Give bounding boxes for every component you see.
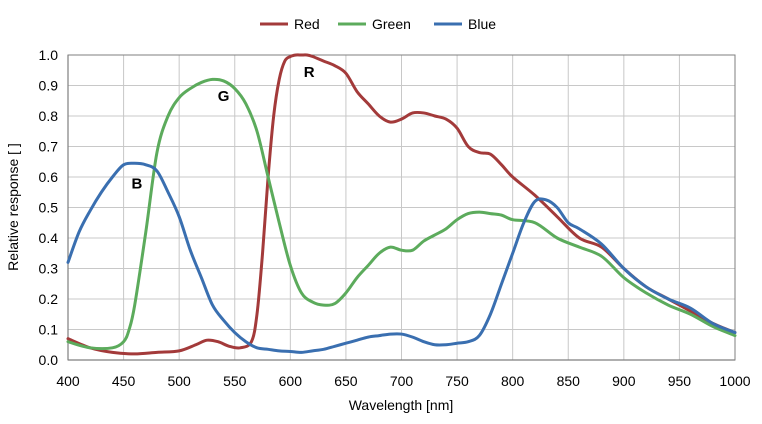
x-tick-label: 850 (557, 373, 581, 389)
x-tick-label: 800 (501, 373, 525, 389)
y-tick-label: 0.4 (39, 230, 59, 246)
legend-label-green: Green (372, 16, 411, 32)
y-axis-title: Relative response [ ] (5, 143, 21, 271)
y-tick-label: 0.3 (39, 261, 59, 277)
series-line-green (66, 77, 737, 351)
x-tick-label: 950 (668, 373, 692, 389)
annotation-label-r: R (304, 64, 315, 81)
axes (67, 54, 736, 361)
y-tick-label: 1.0 (39, 47, 59, 63)
x-axis-title: Wavelength [nm] (349, 397, 454, 413)
y-tick-label: 0.2 (39, 291, 59, 307)
x-tick-label: 1000 (719, 373, 750, 389)
x-tick-label: 400 (56, 373, 80, 389)
x-tick-label: 650 (334, 373, 358, 389)
x-tick-label: 600 (279, 373, 303, 389)
annotation-label-b: B (132, 176, 143, 193)
legend: Red Green Blue (260, 16, 496, 32)
y-tick-label: 0.6 (39, 169, 59, 185)
x-tick-label: 450 (112, 373, 136, 389)
grid (67, 54, 736, 361)
annotation-label-g: G (218, 88, 230, 105)
x-tick-label: 700 (390, 373, 414, 389)
legend-label-blue: Blue (468, 16, 496, 32)
x-tick-label: 500 (167, 373, 191, 389)
x-tick-label: 900 (612, 373, 636, 389)
y-tick-label: 0.9 (39, 78, 59, 94)
series-lines (66, 53, 737, 356)
x-tick-label: 550 (223, 373, 247, 389)
y-tick-label: 0.8 (39, 108, 59, 124)
series-line-red (66, 53, 737, 356)
y-tick-label: 0.0 (39, 352, 59, 368)
series-line-blue (66, 161, 737, 354)
x-tick-label: 750 (445, 373, 469, 389)
y-tick-label: 0.7 (39, 139, 59, 155)
y-tick-label: 0.1 (39, 322, 59, 338)
legend-label-red: Red (294, 16, 320, 32)
tick-labels: 400 450 500 550 600 650 700 750 800 850 900 950 1000… (39, 47, 751, 389)
annotations: R G B (132, 64, 315, 193)
y-tick-label: 0.5 (39, 200, 59, 216)
